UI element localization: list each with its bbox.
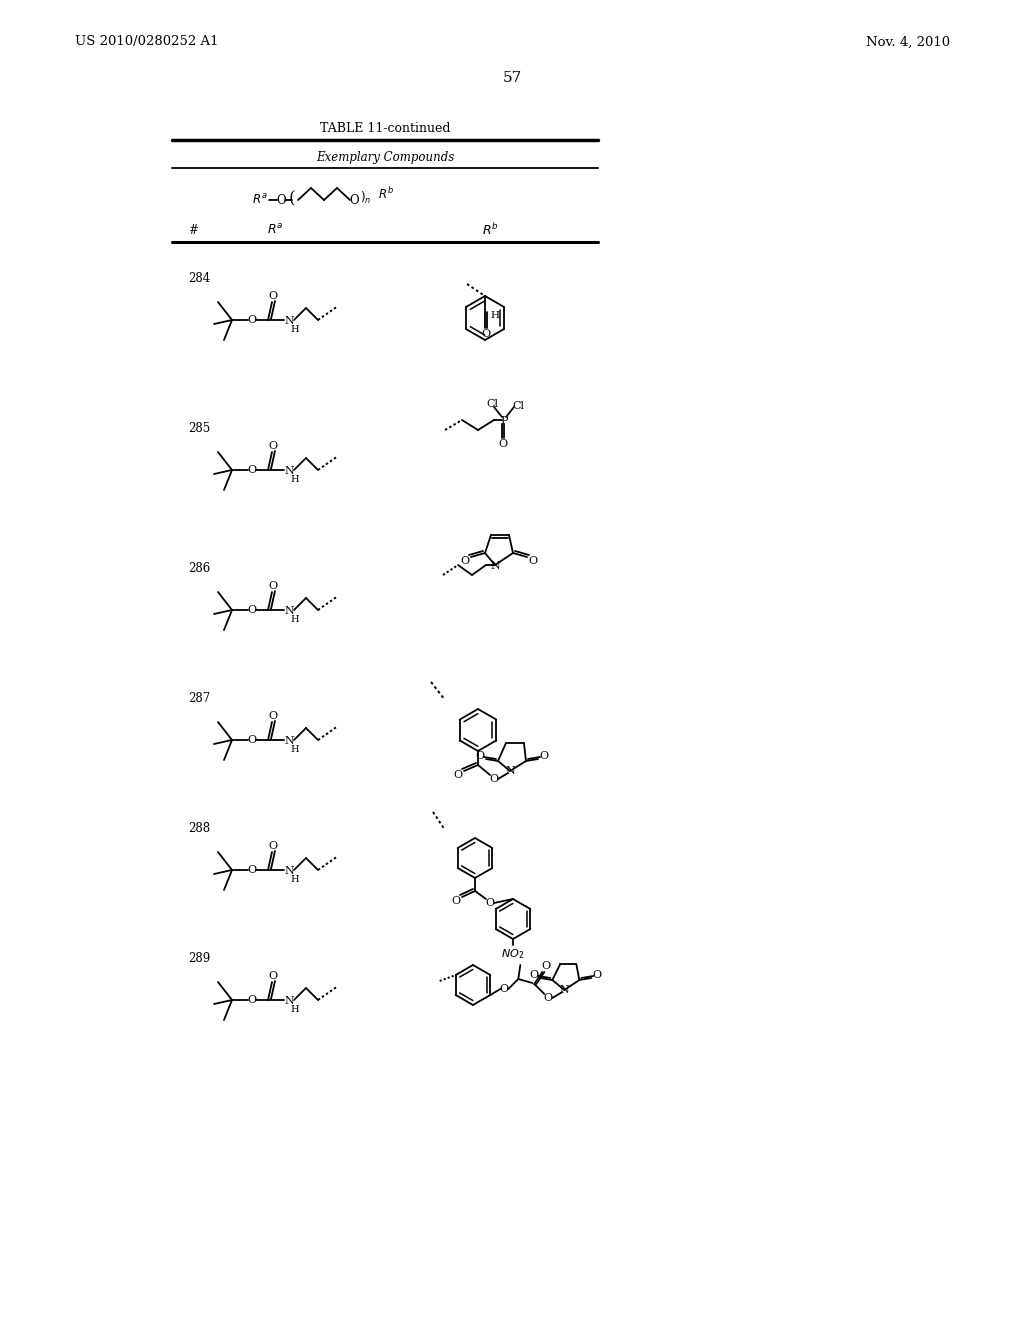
Text: H: H	[291, 744, 299, 754]
Text: P: P	[501, 416, 508, 426]
Text: O: O	[481, 329, 490, 339]
Text: $R^{a}$: $R^{a}$	[253, 193, 268, 207]
Text: Nov. 4, 2010: Nov. 4, 2010	[866, 36, 950, 49]
Text: H: H	[490, 310, 500, 319]
Text: O: O	[475, 751, 484, 762]
Text: 285: 285	[188, 421, 210, 434]
Text: H: H	[291, 615, 299, 623]
Text: $NO_2$: $NO_2$	[502, 948, 524, 961]
Text: O: O	[248, 315, 257, 325]
Text: O: O	[485, 898, 495, 908]
Text: N: N	[284, 315, 294, 326]
Text: O: O	[268, 972, 278, 981]
Text: O: O	[248, 995, 257, 1005]
Text: 57: 57	[503, 71, 521, 84]
Text: O: O	[268, 711, 278, 721]
Text: O: O	[452, 896, 461, 906]
Text: O: O	[489, 774, 499, 784]
Text: $R^b$: $R^b$	[481, 222, 499, 238]
Text: O: O	[529, 970, 539, 979]
Text: H: H	[291, 1005, 299, 1014]
Text: N: N	[559, 985, 569, 995]
Text: O: O	[248, 735, 257, 744]
Text: $R^{b}$: $R^{b}$	[378, 186, 394, 202]
Text: O: O	[593, 970, 602, 979]
Text: 289: 289	[188, 952, 210, 965]
Text: O: O	[268, 841, 278, 851]
Text: O: O	[349, 194, 358, 207]
Text: O: O	[461, 556, 470, 566]
Text: (: (	[289, 190, 295, 207]
Text: O: O	[499, 440, 508, 449]
Text: TABLE 11-continued: TABLE 11-continued	[319, 121, 451, 135]
Text: N: N	[284, 606, 294, 616]
Text: N: N	[505, 766, 515, 776]
Text: 288: 288	[188, 821, 210, 834]
Text: N: N	[284, 466, 294, 477]
Text: N: N	[284, 737, 294, 746]
Text: O: O	[268, 581, 278, 591]
Text: 284: 284	[188, 272, 210, 285]
Text: H: H	[291, 874, 299, 883]
Text: H: H	[291, 474, 299, 483]
Text: O: O	[454, 770, 463, 780]
Text: Exemplary Compounds: Exemplary Compounds	[315, 150, 454, 164]
Text: O: O	[268, 441, 278, 451]
Text: O: O	[528, 556, 538, 566]
Text: Cl: Cl	[486, 399, 498, 409]
Text: US 2010/0280252 A1: US 2010/0280252 A1	[75, 36, 218, 49]
Text: 287: 287	[188, 692, 210, 705]
Text: O: O	[248, 865, 257, 875]
Text: O: O	[540, 751, 549, 762]
Text: N: N	[284, 997, 294, 1006]
Text: O: O	[248, 465, 257, 475]
Text: N: N	[284, 866, 294, 876]
Text: 286: 286	[188, 561, 210, 574]
Text: O: O	[500, 983, 509, 994]
Text: O: O	[542, 961, 551, 972]
Text: O: O	[268, 290, 278, 301]
Text: H: H	[291, 325, 299, 334]
Text: Cl: Cl	[512, 401, 524, 411]
Text: O: O	[544, 993, 553, 1003]
Text: N: N	[490, 561, 500, 572]
Text: O: O	[276, 194, 286, 206]
Text: #: #	[188, 223, 198, 236]
Text: O: O	[248, 605, 257, 615]
Text: $R^a$: $R^a$	[267, 223, 284, 238]
Text: $)_n$: $)_n$	[360, 190, 372, 206]
